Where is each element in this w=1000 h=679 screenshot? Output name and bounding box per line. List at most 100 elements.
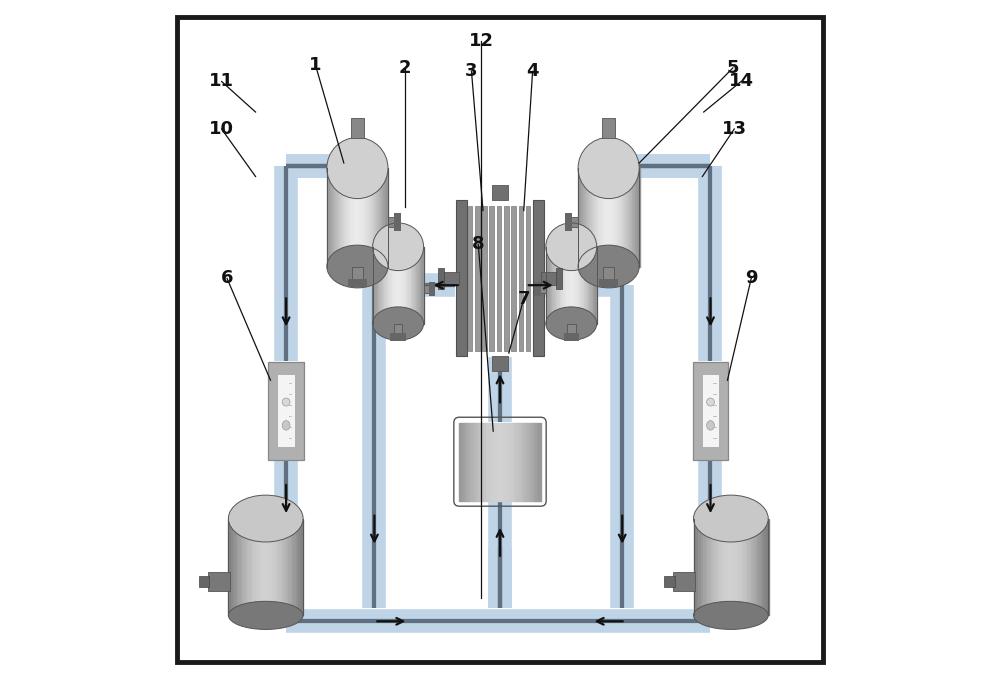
Bar bbox=[553, 246, 555, 324]
Bar bbox=[385, 246, 387, 324]
Bar bbox=[266, 519, 269, 615]
Bar bbox=[630, 168, 632, 266]
Bar bbox=[412, 246, 414, 324]
Bar bbox=[693, 361, 728, 460]
Bar bbox=[231, 519, 234, 615]
Bar bbox=[575, 246, 577, 324]
Bar bbox=[342, 168, 344, 266]
Bar bbox=[713, 519, 716, 615]
Bar bbox=[504, 206, 509, 351]
Bar bbox=[256, 519, 259, 615]
Bar bbox=[497, 422, 500, 501]
Bar bbox=[581, 168, 583, 266]
Bar bbox=[748, 519, 751, 615]
Bar bbox=[228, 519, 231, 615]
Ellipse shape bbox=[546, 223, 597, 271]
Bar bbox=[253, 519, 256, 615]
Bar bbox=[706, 519, 709, 615]
Bar bbox=[533, 200, 544, 356]
Bar bbox=[589, 168, 591, 266]
Bar bbox=[560, 246, 561, 324]
Bar bbox=[516, 422, 519, 501]
Text: 5: 5 bbox=[727, 59, 739, 77]
Bar bbox=[585, 246, 587, 324]
Bar bbox=[251, 519, 254, 615]
Bar bbox=[588, 246, 589, 324]
Bar bbox=[587, 246, 588, 324]
Bar bbox=[344, 168, 346, 266]
Bar bbox=[489, 422, 492, 501]
Bar bbox=[387, 246, 388, 324]
Bar bbox=[378, 246, 379, 324]
Bar bbox=[583, 246, 584, 324]
Ellipse shape bbox=[694, 495, 768, 542]
Bar bbox=[351, 168, 353, 266]
Bar bbox=[475, 206, 480, 351]
Bar bbox=[500, 422, 503, 501]
Bar bbox=[374, 168, 376, 266]
Bar bbox=[331, 168, 333, 266]
Ellipse shape bbox=[282, 420, 290, 430]
Bar bbox=[394, 324, 402, 334]
Text: 13: 13 bbox=[722, 120, 747, 138]
Bar bbox=[481, 422, 484, 501]
Bar bbox=[723, 519, 726, 615]
Bar bbox=[348, 278, 367, 287]
Bar bbox=[538, 285, 546, 293]
Bar bbox=[277, 374, 295, 447]
Bar bbox=[492, 185, 508, 200]
Bar bbox=[589, 246, 591, 324]
Bar bbox=[615, 168, 617, 266]
Bar bbox=[632, 168, 633, 266]
Bar bbox=[741, 519, 744, 615]
Bar bbox=[410, 246, 411, 324]
Bar bbox=[416, 246, 418, 324]
Bar bbox=[405, 246, 406, 324]
Text: 7: 7 bbox=[518, 290, 530, 308]
Bar bbox=[350, 168, 352, 266]
Bar bbox=[564, 246, 565, 324]
Bar bbox=[258, 519, 261, 615]
Bar bbox=[341, 168, 342, 266]
Bar bbox=[590, 246, 592, 324]
Bar bbox=[394, 213, 401, 232]
Bar bbox=[519, 206, 523, 351]
Ellipse shape bbox=[327, 137, 388, 198]
Bar bbox=[598, 168, 600, 266]
Bar bbox=[746, 519, 749, 615]
Bar bbox=[424, 285, 431, 293]
Bar bbox=[246, 519, 249, 615]
Bar bbox=[327, 168, 329, 266]
Bar bbox=[377, 246, 378, 324]
Bar bbox=[565, 213, 572, 232]
Bar bbox=[561, 246, 563, 324]
Bar bbox=[399, 246, 401, 324]
Bar bbox=[584, 168, 586, 266]
Bar bbox=[291, 519, 293, 615]
Bar bbox=[354, 168, 356, 266]
Bar bbox=[271, 519, 274, 615]
Bar bbox=[728, 519, 731, 615]
Bar bbox=[383, 168, 385, 266]
Bar bbox=[273, 519, 276, 615]
Bar bbox=[511, 206, 516, 351]
Bar bbox=[508, 422, 511, 501]
Bar bbox=[345, 168, 347, 266]
Bar bbox=[373, 168, 375, 266]
Bar bbox=[761, 519, 764, 615]
Bar bbox=[497, 206, 501, 351]
Bar bbox=[420, 246, 421, 324]
Bar bbox=[622, 168, 624, 266]
Bar bbox=[411, 246, 412, 324]
Bar bbox=[286, 519, 288, 615]
Bar bbox=[584, 246, 586, 324]
Bar bbox=[567, 246, 569, 324]
Bar bbox=[580, 246, 582, 324]
Ellipse shape bbox=[546, 307, 597, 340]
Bar bbox=[364, 168, 365, 266]
Bar bbox=[673, 572, 695, 591]
Bar bbox=[527, 422, 530, 501]
Bar bbox=[391, 246, 392, 324]
Bar bbox=[338, 168, 339, 266]
Bar bbox=[374, 246, 376, 324]
